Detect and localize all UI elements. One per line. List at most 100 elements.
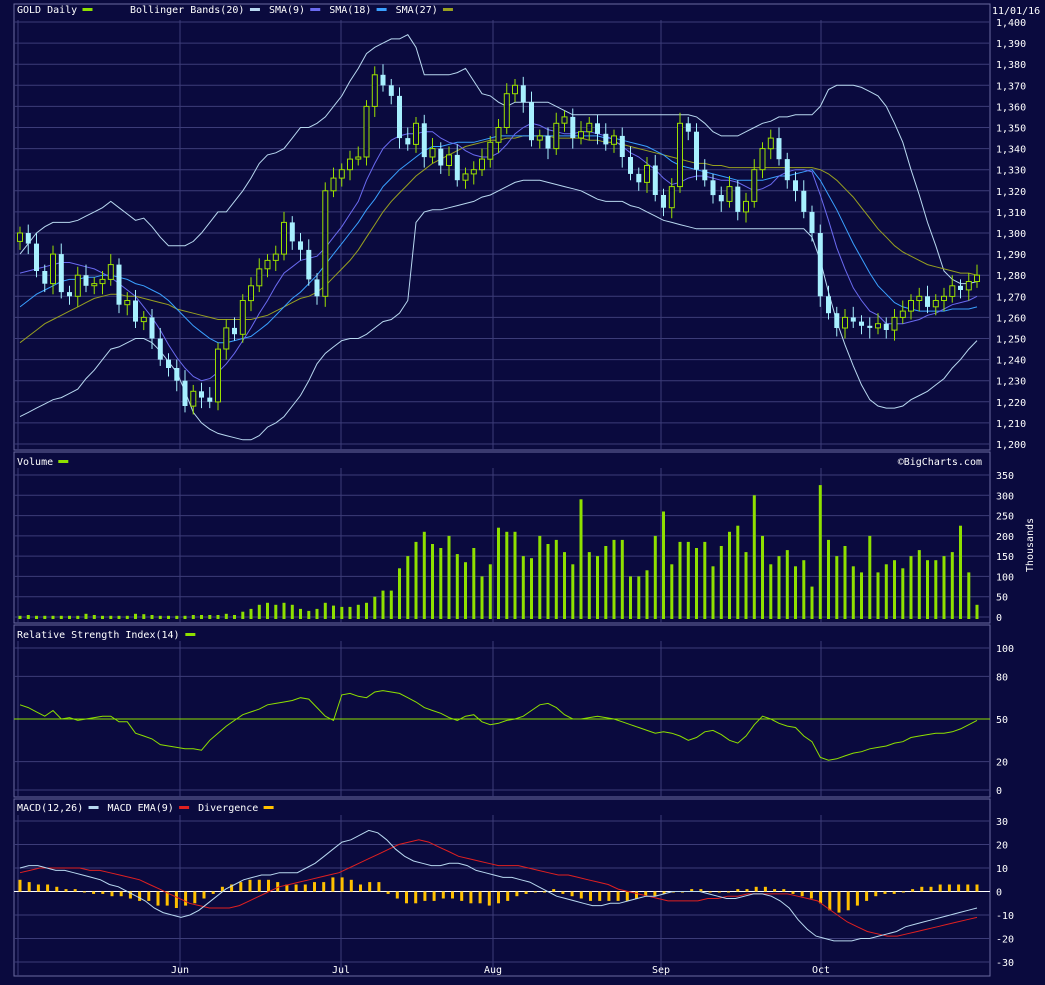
volume-bar xyxy=(480,576,484,619)
candle-body xyxy=(405,138,411,145)
volume-bar xyxy=(761,535,764,619)
volume-bar xyxy=(389,590,393,619)
volume-bar xyxy=(893,560,896,619)
volume-tick-label: 100 xyxy=(996,572,1014,583)
divergence-bar xyxy=(478,891,482,904)
volume-bar xyxy=(934,560,938,619)
volume-tick-label: 300 xyxy=(996,491,1014,502)
candle-body xyxy=(239,300,246,335)
volume-bar xyxy=(802,560,806,619)
divergence-bar xyxy=(533,891,537,893)
x-tick-label: Sep xyxy=(652,965,670,976)
volume-bar xyxy=(431,544,434,619)
divergence-bar xyxy=(220,886,224,892)
volume-bar xyxy=(950,552,954,619)
candle-body xyxy=(446,154,452,166)
candle-body xyxy=(512,84,518,95)
volume-bar xyxy=(909,556,913,619)
volume-bar xyxy=(686,541,690,619)
price-tick-label: 1,360 xyxy=(996,102,1026,113)
candle-body xyxy=(668,186,675,209)
candle-body xyxy=(256,268,263,287)
divergence-bar xyxy=(607,891,611,901)
candle-body xyxy=(628,157,633,174)
candle-body xyxy=(759,148,766,171)
divergence-bar xyxy=(441,891,445,899)
candle-body xyxy=(826,296,831,314)
volume-bar xyxy=(274,604,278,619)
price-tick-label: 1,260 xyxy=(996,313,1026,324)
macd-legend-label: MACD EMA(9) xyxy=(108,803,174,814)
volume-bar xyxy=(216,615,220,619)
candle-body xyxy=(281,221,287,255)
divergence-bar xyxy=(294,884,298,892)
volume-bar xyxy=(505,531,509,619)
divergence-bar xyxy=(662,891,666,894)
divergence-bar xyxy=(874,891,878,897)
divergence-bar xyxy=(901,891,905,893)
volume-bar xyxy=(521,556,525,619)
volume-bar xyxy=(530,558,533,619)
volume-axis-title: Thousands xyxy=(1025,518,1036,572)
candle-body xyxy=(380,74,386,86)
divergence-bar xyxy=(828,891,832,911)
volume-bar xyxy=(101,615,104,619)
divergence-bar xyxy=(202,891,206,899)
volume-bar xyxy=(381,590,385,619)
volume-bar xyxy=(645,570,649,619)
candle-body xyxy=(883,323,889,330)
macd-legend-swatch xyxy=(179,806,190,809)
divergence-bar xyxy=(589,891,592,901)
volume-bar xyxy=(670,564,674,619)
candle-body xyxy=(817,233,823,297)
price-tick-label: 1,270 xyxy=(996,292,1026,303)
candle-body xyxy=(149,317,155,339)
candle-body xyxy=(264,259,271,270)
candle-body xyxy=(272,253,279,261)
divergence-bar xyxy=(64,889,68,892)
volume-bar xyxy=(68,615,71,619)
candle-body xyxy=(570,116,576,138)
volume-bar xyxy=(76,615,80,619)
candle-body xyxy=(363,105,370,158)
divergence-bar xyxy=(211,891,215,894)
volume-bar xyxy=(315,608,319,619)
divergence-bar xyxy=(423,891,427,901)
volume-bar xyxy=(620,539,624,619)
sma27-line xyxy=(19,135,978,344)
candle-body xyxy=(735,186,741,212)
volume-bar xyxy=(109,615,113,619)
volume-bar xyxy=(299,608,302,619)
candle-body xyxy=(958,285,963,290)
candle-body xyxy=(545,135,551,149)
candle-body xyxy=(726,186,733,202)
divergence-bar xyxy=(800,891,804,897)
volume-bar xyxy=(513,531,517,619)
divergence-bar xyxy=(285,884,289,892)
candle-body xyxy=(710,180,716,196)
candle-body xyxy=(190,390,197,407)
divergence-bar xyxy=(938,884,942,892)
candle-body xyxy=(702,169,708,181)
divergence-bar xyxy=(561,891,565,894)
candle-body xyxy=(916,295,923,301)
divergence-bar xyxy=(27,882,31,892)
candle-body xyxy=(495,127,502,143)
divergence-bar xyxy=(165,891,169,906)
divergence-bar xyxy=(313,882,316,892)
macd-tick-label: -20 xyxy=(996,935,1014,946)
indicator-legend-swatch xyxy=(376,8,387,11)
candle-body xyxy=(932,300,939,308)
volume-bar xyxy=(26,615,30,619)
candle-body xyxy=(74,274,81,297)
candle-body xyxy=(17,232,23,242)
divergence-bar xyxy=(736,889,740,892)
volume-bar xyxy=(596,556,599,619)
candle-body xyxy=(107,264,114,280)
candle-body xyxy=(899,310,906,318)
watermark: ©BigCharts.com xyxy=(898,457,982,468)
volume-bar xyxy=(365,602,368,619)
divergence-bar xyxy=(386,891,390,894)
sma9-line xyxy=(19,122,978,382)
volume-bar xyxy=(967,572,971,619)
